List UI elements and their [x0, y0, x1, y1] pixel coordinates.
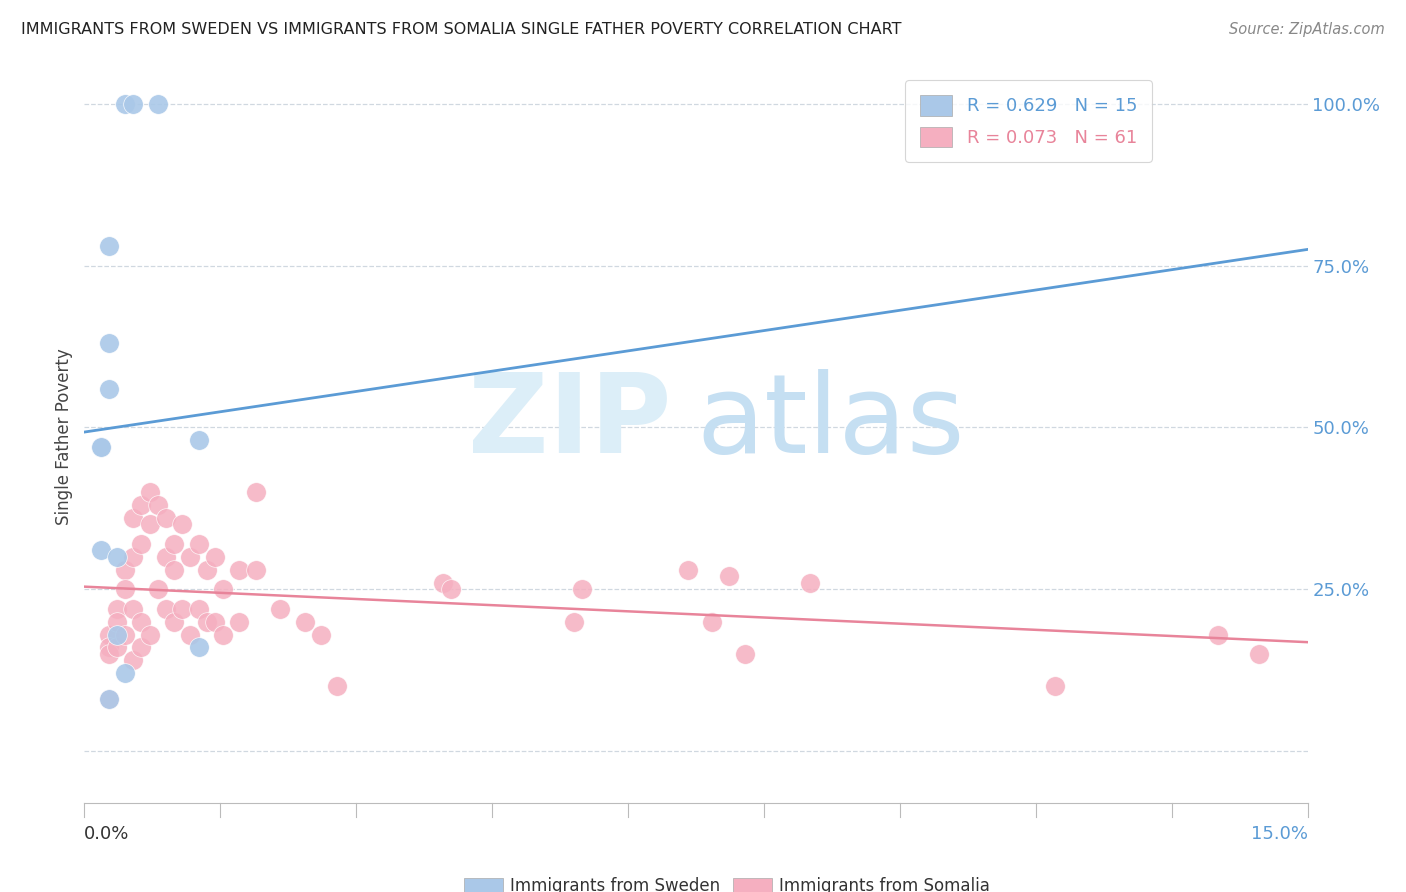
Text: Immigrants from Sweden: Immigrants from Sweden: [510, 877, 720, 892]
Text: Immigrants from Somalia: Immigrants from Somalia: [779, 877, 990, 892]
Point: [122, 96, 145, 111]
Point: [97, 239, 120, 253]
Point: [195, 615, 218, 629]
Point: [155, 601, 177, 615]
Point: [204, 615, 226, 629]
Point: [146, 498, 169, 512]
Point: [122, 601, 145, 615]
Text: atlas: atlas: [696, 369, 965, 476]
Point: [245, 485, 267, 500]
Point: [90, 440, 112, 454]
Point: [97, 692, 120, 706]
Point: [245, 563, 267, 577]
Text: 0.0%: 0.0%: [84, 825, 129, 844]
Point: [269, 601, 291, 615]
Point: [187, 537, 209, 551]
FancyBboxPatch shape: [464, 878, 503, 892]
Point: [440, 582, 463, 597]
Point: [172, 517, 194, 532]
Point: [212, 582, 235, 597]
Point: [131, 498, 153, 512]
Point: [702, 615, 724, 629]
Point: [172, 601, 194, 615]
Point: [90, 543, 112, 558]
Point: [799, 575, 821, 590]
Legend: R = 0.629   N = 15, R = 0.073   N = 61: R = 0.629 N = 15, R = 0.073 N = 61: [905, 80, 1152, 161]
Point: [187, 640, 209, 655]
Point: [131, 537, 153, 551]
Point: [146, 582, 169, 597]
Point: [97, 627, 120, 641]
Point: [138, 485, 160, 500]
Point: [155, 549, 177, 564]
Point: [105, 601, 128, 615]
Point: [131, 615, 153, 629]
Point: [97, 640, 120, 655]
Point: [163, 563, 186, 577]
Point: [309, 627, 332, 641]
Point: [562, 615, 585, 629]
Point: [204, 549, 226, 564]
Point: [1247, 647, 1270, 661]
Point: [187, 601, 209, 615]
Point: [122, 549, 145, 564]
Point: [146, 96, 169, 111]
Point: [97, 692, 120, 706]
Point: [676, 563, 699, 577]
Point: [179, 627, 201, 641]
Point: [195, 563, 218, 577]
Point: [163, 537, 186, 551]
Point: [187, 434, 209, 448]
Text: 15.0%: 15.0%: [1250, 825, 1308, 844]
Point: [105, 627, 128, 641]
Point: [163, 615, 186, 629]
Point: [1206, 627, 1229, 641]
Point: [432, 575, 454, 590]
Point: [105, 615, 128, 629]
Point: [138, 517, 160, 532]
Point: [131, 640, 153, 655]
Point: [717, 569, 740, 583]
Point: [122, 653, 145, 667]
Point: [97, 647, 120, 661]
Point: [97, 336, 120, 351]
FancyBboxPatch shape: [733, 878, 772, 892]
Point: [734, 647, 756, 661]
Point: [155, 511, 177, 525]
Text: IMMIGRANTS FROM SWEDEN VS IMMIGRANTS FROM SOMALIA SINGLE FATHER POVERTY CORRELAT: IMMIGRANTS FROM SWEDEN VS IMMIGRANTS FRO…: [21, 22, 901, 37]
Point: [105, 549, 128, 564]
Y-axis label: Single Father Poverty: Single Father Poverty: [55, 349, 73, 525]
Point: [114, 563, 136, 577]
Point: [97, 382, 120, 396]
Point: [114, 96, 136, 111]
Point: [212, 627, 235, 641]
Point: [1043, 679, 1066, 693]
Point: [105, 640, 128, 655]
Point: [294, 615, 316, 629]
Point: [122, 511, 145, 525]
Point: [571, 582, 593, 597]
Point: [90, 440, 112, 454]
Point: [114, 582, 136, 597]
Point: [228, 615, 250, 629]
Point: [179, 549, 201, 564]
Point: [114, 627, 136, 641]
Text: Source: ZipAtlas.com: Source: ZipAtlas.com: [1229, 22, 1385, 37]
Text: ZIP: ZIP: [468, 369, 672, 476]
Point: [114, 666, 136, 681]
Point: [228, 563, 250, 577]
Point: [138, 627, 160, 641]
Point: [326, 679, 349, 693]
